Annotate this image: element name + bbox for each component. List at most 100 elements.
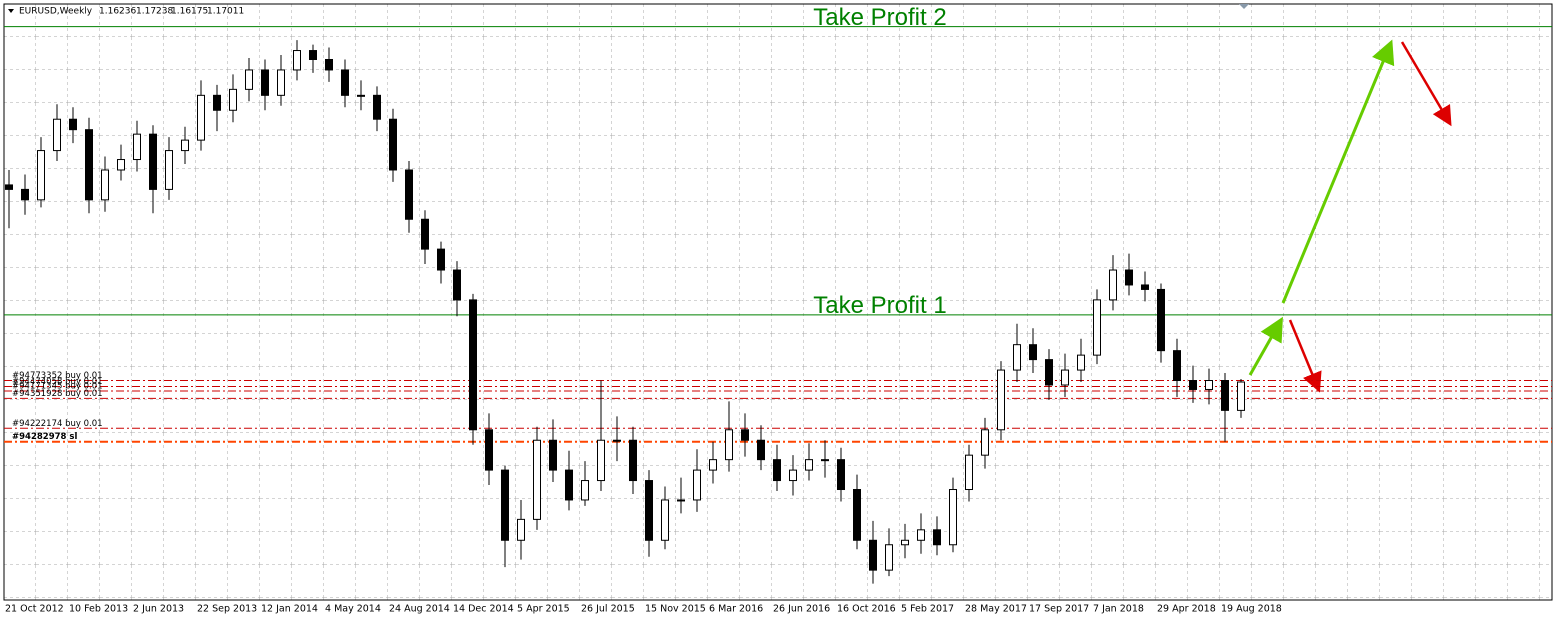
candle-body	[1141, 284, 1149, 290]
candle-body	[117, 159, 125, 171]
order-label: #94474058 buy 0.01	[12, 377, 103, 387]
x-tick-label: 5 Apr 2015	[517, 604, 570, 615]
candle-body	[869, 539, 877, 571]
candle-body	[741, 429, 749, 441]
candle-body	[885, 544, 893, 571]
candle-body	[853, 489, 861, 541]
candle-body	[1125, 269, 1133, 286]
candle-body	[405, 169, 413, 220]
candle-body	[757, 439, 765, 461]
x-tick-label: 17 Sep 2017	[1029, 604, 1089, 615]
candle-body	[549, 439, 557, 471]
quote-high: 1.17238	[136, 7, 173, 17]
candle-body	[789, 469, 797, 482]
x-tick-label: 26 Jun 2016	[773, 604, 830, 615]
candle-body	[1029, 344, 1037, 361]
x-tick-label: 19 Aug 2018	[1221, 604, 1282, 615]
stop-loss-label: #94282978 sl	[12, 432, 77, 442]
candle-body	[1205, 380, 1213, 390]
candle-body	[613, 439, 621, 442]
candles	[5, 40, 1245, 584]
candle-body	[165, 150, 173, 190]
x-tick-label: 16 Oct 2016	[837, 604, 896, 615]
candle-body	[229, 88, 237, 111]
candle-body	[437, 248, 445, 271]
arrow-down	[1288, 319, 1322, 393]
candle-body	[565, 469, 573, 501]
symbol: EURUSD,Weekly	[19, 7, 93, 17]
candle-body	[1237, 381, 1245, 411]
x-tick-label: 4 May 2014	[325, 604, 381, 615]
candle-body	[1109, 269, 1117, 301]
candle-body	[181, 139, 189, 152]
candle-body	[725, 429, 733, 461]
candle-body	[85, 129, 93, 201]
candle-body	[277, 69, 285, 96]
candle-body	[37, 150, 45, 201]
menu-triangle[interactable]	[8, 9, 14, 13]
order-label: #94351928 buy 0.01	[12, 389, 103, 399]
candle-body	[453, 269, 461, 301]
levels: Take Profit 2 Take Profit 1 #94773352 buy …	[4, 4, 1552, 443]
x-tick-label: 15 Nov 2015	[645, 604, 706, 615]
candle-body	[773, 459, 781, 482]
candle-body	[309, 50, 317, 60]
candle-body	[677, 499, 685, 502]
candle-body	[325, 58, 333, 71]
x-tick-label: 2 Jun 2013	[133, 604, 184, 615]
x-tick-label: 10 Feb 2013	[69, 604, 128, 615]
quote-open: 1.16236	[99, 7, 136, 17]
quote-close: 1.17011	[207, 7, 244, 17]
candle-body	[245, 69, 253, 90]
plot-frame	[3, 3, 1553, 601]
candle-body	[133, 133, 141, 161]
arrow-up	[1248, 316, 1283, 376]
candle-body	[53, 118, 61, 152]
shift-marker	[1239, 4, 1249, 9]
candle-body	[917, 529, 925, 541]
x-tick-label: 12 Jan 2014	[261, 604, 318, 615]
candle-body	[517, 518, 525, 541]
x-tick-label: 6 Mar 2016	[709, 604, 763, 615]
quote-low: 1.16175	[171, 7, 208, 17]
candle-body	[533, 439, 541, 520]
candle-body	[21, 188, 29, 201]
order-label: #94222174 buy 0.01	[12, 419, 103, 429]
candle-body	[629, 439, 637, 482]
x-tick-label: 5 Feb 2017	[901, 604, 954, 615]
candle-body	[933, 529, 941, 546]
candle-body	[485, 429, 493, 471]
take-profit-label: Take Profit 1	[813, 292, 946, 319]
candle-body	[837, 459, 845, 491]
x-tick-label: 28 May 2017	[965, 604, 1027, 615]
candle-body	[597, 439, 605, 482]
candle-body	[501, 469, 509, 541]
x-tick-label: 22 Sep 2013	[197, 604, 257, 615]
candle-body	[949, 489, 957, 546]
x-tick-label: 26 Jul 2015	[581, 604, 635, 615]
candle-body	[1157, 288, 1165, 352]
candle-body	[981, 429, 989, 456]
candle-body	[821, 459, 829, 462]
candle-body	[1189, 380, 1197, 390]
x-tick-label: 29 Apr 2018	[1157, 604, 1216, 615]
candle-body	[261, 69, 269, 96]
candle-body	[1045, 359, 1053, 386]
candle-body	[1221, 380, 1229, 411]
arrows	[1248, 39, 1452, 393]
candle-body	[1077, 354, 1085, 371]
candle-body	[693, 469, 701, 501]
candle-body	[373, 94, 381, 120]
candle-body	[197, 94, 205, 141]
candle-body	[997, 369, 1005, 431]
candle-body	[709, 459, 717, 471]
arrow-up	[1281, 39, 1395, 304]
grid	[4, 4, 1552, 600]
x-tick-label: 7 Jan 2018	[1093, 604, 1144, 615]
candle-body	[69, 118, 77, 131]
candle-body	[101, 169, 109, 201]
candle-body	[965, 454, 973, 491]
candle-body	[805, 459, 813, 471]
take-profit-label: Take Profit 2	[813, 4, 946, 31]
